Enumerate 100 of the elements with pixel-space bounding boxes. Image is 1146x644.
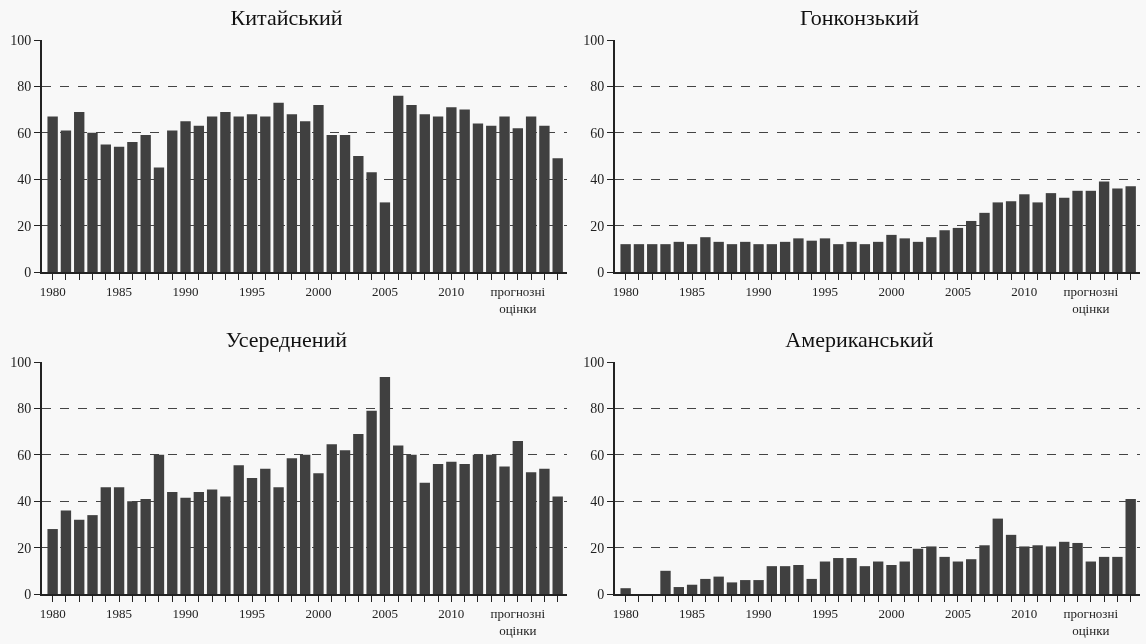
x-tick-label: 1990: [745, 283, 772, 299]
bar: [1112, 556, 1123, 594]
x-tick-label: 1990: [172, 605, 199, 621]
bar: [872, 241, 884, 272]
bar: [673, 241, 684, 272]
bar: [113, 487, 125, 594]
bar: [633, 244, 645, 272]
bar: [779, 241, 791, 272]
x-tick-label: 2005: [944, 605, 971, 621]
x-tick-label: 1990: [745, 605, 772, 621]
bar: [872, 561, 884, 594]
x-tick-label: 1980: [612, 283, 639, 299]
y-tick-label: 80: [17, 79, 32, 95]
bar: [686, 584, 698, 594]
bar: [886, 234, 897, 272]
bar: [113, 146, 125, 272]
bar: [766, 244, 778, 272]
y-tick-label: 0: [597, 264, 605, 280]
x-tick-label: 2005: [944, 283, 971, 299]
y-tick-label: 60: [17, 447, 32, 463]
y-tick-label: 100: [10, 354, 32, 370]
y-tick-label: 40: [590, 172, 605, 188]
bar: [713, 576, 724, 594]
x-tick-label: 1995: [812, 283, 838, 299]
bar: [766, 566, 778, 594]
bar: [472, 123, 484, 272]
x-tick-label: 2010: [1011, 605, 1038, 621]
x-tick-label: 1980: [612, 605, 639, 621]
bar: [939, 556, 950, 594]
bar: [793, 238, 804, 272]
y-tick-label: 0: [597, 586, 605, 602]
x-tick-label: 2010: [1011, 283, 1038, 299]
bar: [713, 241, 724, 272]
bar: [833, 558, 844, 594]
x-tick-label: прогнозні оцінки: [490, 283, 546, 316]
bar: [740, 580, 751, 594]
chart-title: Гонконзький: [800, 5, 920, 31]
bar: [992, 202, 1003, 272]
bar: [966, 559, 977, 594]
bar: [167, 491, 178, 594]
x-tick-label: прогнозні оцінки: [1063, 283, 1119, 316]
x-tick-label: 2010: [438, 605, 465, 621]
bar: [726, 582, 738, 594]
bar: [647, 244, 658, 272]
y-tick-label: 60: [17, 125, 32, 141]
chart-title: Американський: [785, 327, 934, 353]
y-tick-label: 20: [17, 218, 32, 234]
y-tick-label: 20: [17, 540, 32, 556]
x-tick-label: 1990: [172, 283, 199, 299]
bar: [806, 578, 817, 594]
bar: [793, 565, 804, 594]
x-tick-label: 1995: [812, 605, 838, 621]
bar: [419, 114, 430, 272]
y-tick-label: 40: [17, 172, 32, 188]
y-tick-label: 60: [590, 125, 605, 141]
bar: [1045, 193, 1057, 272]
bar: [366, 172, 377, 272]
bar: [660, 244, 671, 272]
x-tick-label: 2005: [371, 605, 398, 621]
bar: [899, 561, 910, 594]
x-tick-label: 1995: [239, 283, 265, 299]
x-tick-label: 1980: [39, 605, 66, 621]
bar: [660, 570, 671, 594]
bar: [686, 244, 698, 272]
y-tick-label: 20: [590, 540, 605, 556]
bar: [726, 244, 738, 272]
y-tick-label: 0: [24, 586, 32, 602]
bar: [1098, 556, 1110, 594]
bar: [1085, 561, 1097, 594]
bar: [846, 558, 857, 594]
x-tick-label: прогнозні оцінки: [1063, 605, 1119, 638]
bar: [833, 244, 844, 272]
bar: [700, 578, 711, 594]
x-tick-label: прогнозні оцінки: [490, 605, 546, 638]
y-tick-label: 100: [583, 32, 605, 48]
y-tick-label: 80: [590, 79, 605, 95]
y-tick-label: 0: [24, 264, 32, 280]
x-tick-label: 1980: [39, 283, 66, 299]
y-tick-label: 20: [590, 218, 605, 234]
bar: [819, 561, 831, 594]
y-tick-label: 100: [10, 32, 32, 48]
x-tick-label: 2000: [878, 605, 905, 621]
bar: [220, 111, 231, 272]
bar: [806, 240, 817, 272]
bar: [1045, 546, 1057, 594]
x-tick-label: 2000: [878, 283, 905, 299]
x-tick-label: 2000: [305, 283, 332, 299]
bar: [899, 238, 910, 272]
x-tick-label: 1985: [106, 605, 133, 621]
bar: [700, 237, 711, 272]
y-tick-label: 40: [17, 494, 32, 510]
bar: [939, 230, 950, 272]
x-tick-label: 1995: [239, 605, 265, 621]
bar: [859, 566, 871, 594]
y-tick-label: 60: [590, 447, 605, 463]
bar: [620, 588, 631, 594]
chart-title: Китайський: [230, 5, 343, 31]
x-tick-label: 1985: [106, 283, 133, 299]
bar: [167, 130, 178, 272]
x-tick-label: 2000: [305, 605, 332, 621]
